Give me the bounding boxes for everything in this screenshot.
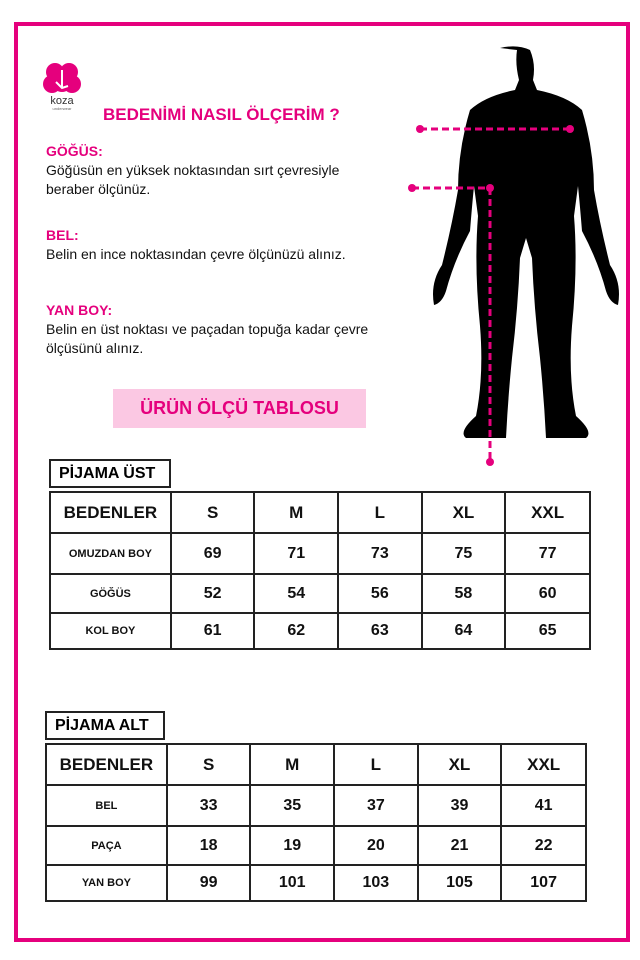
column-header: BEDENLER: [45, 743, 168, 786]
section-heading-waist: BEL:: [46, 227, 79, 243]
svg-text:koza: koza: [50, 95, 74, 107]
column-header: XL: [416, 743, 503, 786]
table-row: GÖĞÜS 52 54 56 58 60: [49, 573, 591, 614]
table-cell: 101: [249, 864, 336, 902]
table-cell: 20: [333, 825, 419, 866]
column-header: BEDENLER: [49, 491, 172, 534]
row-label: OMUZDAN BOY: [49, 532, 172, 575]
header-row: BEDENLER S M L XL XXL: [45, 743, 587, 786]
svg-text:underwear: underwear: [53, 106, 73, 111]
section-text-chest: Göğüsün en yüksek noktasından sırt çevre…: [46, 162, 340, 197]
column-header: L: [337, 491, 423, 534]
table-cell: 64: [420, 612, 507, 650]
page-frame: [14, 22, 630, 942]
table-caption-bottom: PİJAMA ALT: [45, 711, 165, 740]
row-label: PAÇA: [45, 825, 168, 866]
table-cell: 73: [337, 532, 423, 575]
section-heading-side-length: YAN BOY:: [46, 302, 113, 318]
section-text-waist: Belin en ince noktasından çevre ölçünüzü…: [46, 246, 346, 262]
section-text-side-length: Belin en üst noktası ve paçadan topuğa k…: [46, 321, 369, 356]
table-cell: 37: [333, 784, 419, 827]
table-cell: 69: [169, 532, 256, 575]
table-row: KOL BOY 61 62 63 64 65: [49, 612, 591, 650]
table-cell: 99: [165, 864, 252, 902]
size-table-button: ÜRÜN ÖLÇÜ TABLOSU: [113, 389, 366, 428]
table-row: YAN BOY 99 101 103 105 107: [45, 864, 587, 902]
column-header: XXL: [504, 491, 591, 534]
row-label: GÖĞÜS: [49, 573, 172, 614]
row-label: KOL BOY: [49, 612, 172, 650]
column-header: S: [169, 491, 256, 534]
column-header: S: [165, 743, 252, 786]
table-cell: 39: [416, 784, 503, 827]
row-label: BEL: [45, 784, 168, 827]
table-cell: 54: [253, 573, 340, 614]
koza-logo: koza underwear: [42, 60, 82, 117]
column-header: XXL: [500, 743, 587, 786]
measure-lines: [412, 127, 570, 462]
row-label: YAN BOY: [45, 864, 168, 902]
table-cell: 58: [420, 573, 507, 614]
table-cell: 65: [504, 612, 591, 650]
table-cell: 52: [169, 573, 256, 614]
table-cell: 21: [416, 825, 503, 866]
table-cell: 33: [165, 784, 252, 827]
table-cell: 75: [420, 532, 507, 575]
table-cell: 56: [337, 573, 423, 614]
column-header: M: [249, 743, 336, 786]
table-cell: 19: [249, 825, 336, 866]
table-cell: 35: [249, 784, 336, 827]
table-cell: 105: [416, 864, 503, 902]
table-cell: 61: [169, 612, 256, 650]
table-cell: 41: [500, 784, 587, 827]
table-row: BEL 33 35 37 39 41: [45, 784, 587, 827]
column-header: M: [253, 491, 340, 534]
table-cell: 71: [253, 532, 340, 575]
column-header: XL: [420, 491, 507, 534]
table-cell: 22: [500, 825, 587, 866]
table-row: OMUZDAN BOY 69 71 73 75 77: [49, 532, 591, 575]
table-cell: 63: [337, 612, 423, 650]
size-table-bottom: BEDENLER S M L XL XXL BEL 33 35 37 39 41 PAÇA 18 19 20 2…: [45, 743, 587, 902]
table-cell: 103: [333, 864, 419, 902]
table-cell: 62: [253, 612, 340, 650]
table-cell: 18: [165, 825, 252, 866]
page-title: BEDENİMİ NASIL ÖLÇERİM ?: [103, 105, 340, 124]
table-caption-top: PİJAMA ÜST: [49, 459, 171, 488]
table-cell: 60: [504, 573, 591, 614]
table-row: PAÇA 18 19 20 21 22: [45, 825, 587, 866]
body-silhouette: [408, 46, 619, 466]
table-cell: 107: [500, 864, 587, 902]
cotton-flower-icon: koza underwear: [43, 63, 81, 111]
column-header: L: [333, 743, 419, 786]
section-heading-chest: GÖĞÜS:: [46, 143, 103, 159]
table-cell: 77: [504, 532, 591, 575]
size-table-top: BEDENLER S M L XL XXL OMUZDAN BOY 69 71 73 75 77 GÖĞ…: [49, 491, 591, 650]
header-row: BEDENLER S M L XL XXL: [49, 491, 591, 534]
